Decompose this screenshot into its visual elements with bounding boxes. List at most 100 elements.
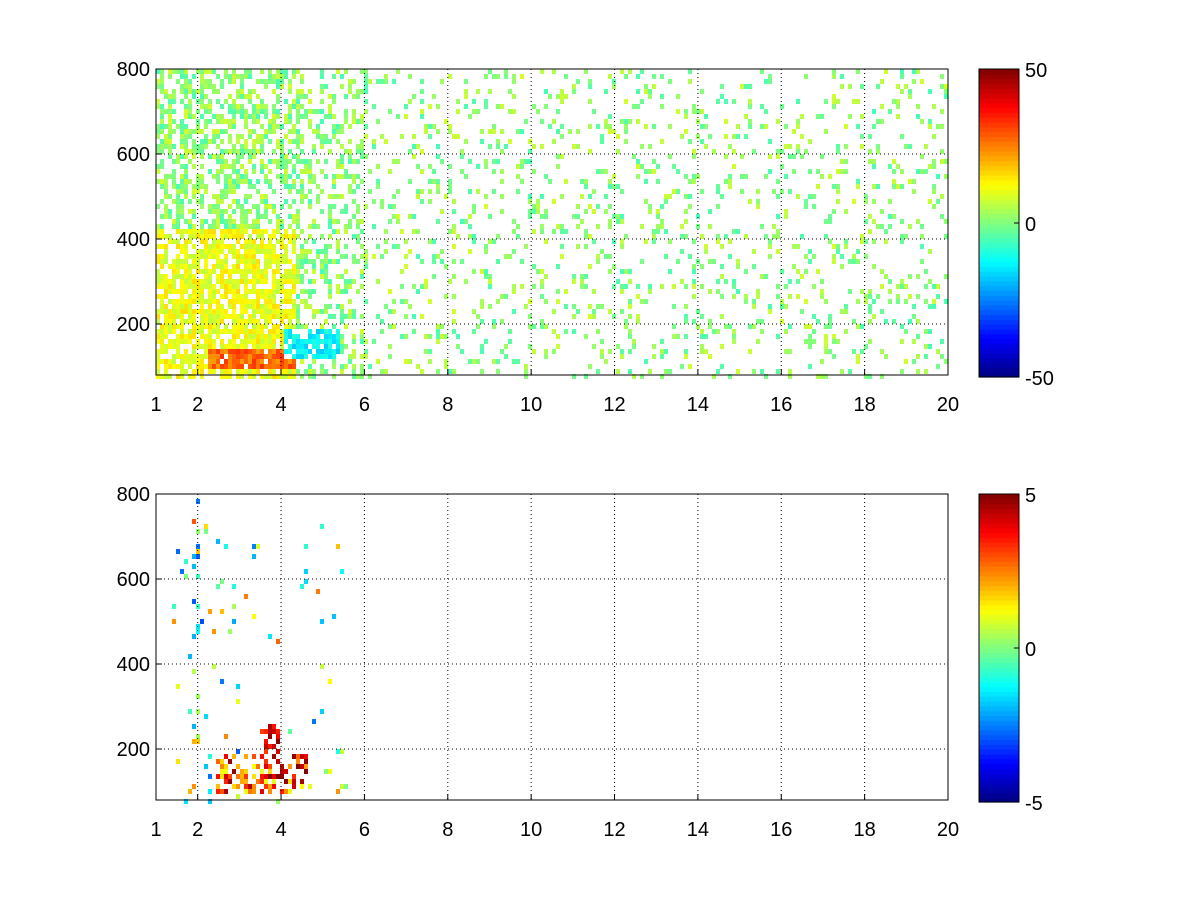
heatmap-cell xyxy=(184,269,188,274)
heatmap-cell xyxy=(236,269,240,274)
heatmap-cell xyxy=(288,139,292,144)
heatmap-cell xyxy=(916,104,920,109)
heatmap-cell xyxy=(288,789,292,794)
heatmap-cell xyxy=(596,259,600,264)
heatmap-cell xyxy=(300,94,304,99)
heatmap-cell xyxy=(172,269,176,274)
heatmap-cell xyxy=(292,139,296,144)
heatmap-cell xyxy=(276,309,280,314)
heatmap-cell xyxy=(276,749,280,754)
heatmap-cell xyxy=(528,214,532,219)
heatmap-cell xyxy=(600,354,604,359)
heatmap-cell xyxy=(212,299,216,304)
heatmap-cell xyxy=(292,274,296,279)
heatmap-cell xyxy=(800,154,804,159)
heatmap-cell xyxy=(280,74,284,79)
heatmap-cell xyxy=(616,279,620,284)
heatmap-cell xyxy=(296,764,300,769)
heatmap-cell xyxy=(328,224,332,229)
heatmap-cell xyxy=(232,324,236,329)
heatmap-cell xyxy=(488,89,492,94)
colorbar-step xyxy=(979,150,1019,157)
heatmap-cell xyxy=(804,74,808,79)
heatmap-cell xyxy=(236,89,240,94)
colorbar-step xyxy=(979,768,1019,774)
heatmap-cell xyxy=(372,339,376,344)
heatmap-cell xyxy=(624,74,628,79)
heatmap-cell xyxy=(600,249,604,254)
heatmap-cell xyxy=(336,789,340,794)
heatmap-cell xyxy=(196,324,200,329)
heatmap-cell xyxy=(556,334,560,339)
heatmap-cell xyxy=(796,124,800,129)
heatmap-cell xyxy=(188,234,192,239)
heatmap-cell xyxy=(268,369,272,374)
heatmap-cell xyxy=(224,159,228,164)
heatmap-cell xyxy=(296,759,300,764)
heatmap-cell xyxy=(624,124,628,129)
heatmap-cell xyxy=(176,199,180,204)
heatmap-cell xyxy=(276,224,280,229)
heatmap-cell xyxy=(308,279,312,284)
heatmap-cell xyxy=(288,329,292,334)
heatmap-cell xyxy=(268,354,272,359)
heatmap-cell xyxy=(252,89,256,94)
heatmap-cell xyxy=(180,179,184,184)
heatmap-cell xyxy=(156,339,160,344)
heatmap-cell xyxy=(220,164,224,169)
heatmap-cell xyxy=(520,159,524,164)
heatmap-cell xyxy=(824,374,828,379)
heatmap-cell xyxy=(240,374,244,379)
heatmap-cell xyxy=(644,124,648,129)
heatmap-cell xyxy=(172,169,176,174)
colorbar-step xyxy=(979,696,1019,702)
heatmap-cell xyxy=(840,254,844,259)
heatmap-cell xyxy=(240,349,244,354)
heatmap-cell xyxy=(176,289,180,294)
heatmap-cell xyxy=(912,304,916,309)
heatmap-cell xyxy=(260,774,264,779)
heatmap-cell xyxy=(292,124,296,129)
heatmap-cell xyxy=(192,784,196,789)
heatmap-cell xyxy=(312,129,316,134)
heatmap-cell xyxy=(760,104,764,109)
heatmap-cell xyxy=(844,239,848,244)
heatmap-cell xyxy=(428,199,432,204)
colorbar-step xyxy=(979,314,1019,320)
heatmap-cell xyxy=(824,344,828,349)
heatmap-cell xyxy=(340,159,344,164)
heatmap-cell xyxy=(176,269,180,274)
heatmap-cell xyxy=(292,214,296,219)
heatmap-cell xyxy=(664,229,668,234)
heatmap-cell xyxy=(828,319,832,324)
heatmap-cell xyxy=(612,239,616,244)
heatmap-cell xyxy=(288,184,292,189)
heatmap-cell xyxy=(412,214,416,219)
heatmap-cell xyxy=(660,104,664,109)
heatmap-cell xyxy=(424,279,428,284)
heatmap-cell xyxy=(424,349,428,354)
heatmap-cell xyxy=(256,359,260,364)
heatmap-cell xyxy=(944,359,948,364)
heatmap-cell xyxy=(184,259,188,264)
heatmap-cell xyxy=(936,199,940,204)
heatmap-cell xyxy=(272,114,276,119)
heatmap-cell xyxy=(528,299,532,304)
heatmap-cell xyxy=(280,204,284,209)
heatmap-cell xyxy=(500,209,504,214)
heatmap-cell xyxy=(272,359,276,364)
heatmap-cell xyxy=(328,204,332,209)
heatmap-cell xyxy=(328,209,332,214)
heatmap-cell xyxy=(260,214,264,219)
heatmap-cell xyxy=(312,239,316,244)
heatmap-cell xyxy=(160,179,164,184)
heatmap-cell xyxy=(288,324,292,329)
heatmap-cell xyxy=(272,369,276,374)
heatmap-cell xyxy=(244,124,248,129)
heatmap-cell xyxy=(436,184,440,189)
heatmap-cell xyxy=(292,169,296,174)
heatmap-cell xyxy=(156,284,160,289)
heatmap-cell xyxy=(244,224,248,229)
x-tick-label: 20 xyxy=(937,394,959,416)
heatmap-cell xyxy=(168,174,172,179)
